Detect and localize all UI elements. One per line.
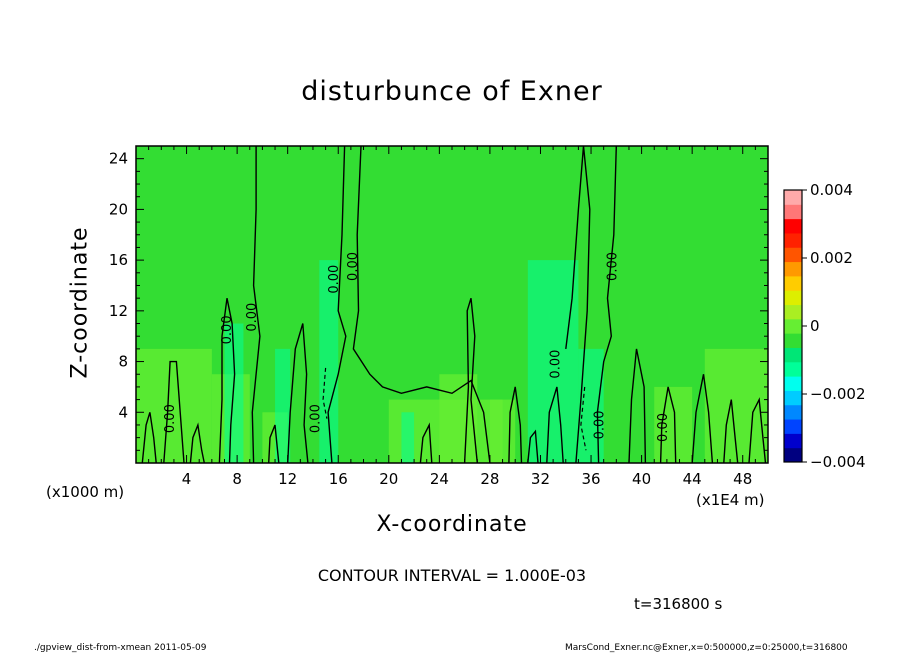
colorbar-tick-label: 0.002	[810, 249, 853, 267]
contour-line	[419, 422, 433, 464]
contour-label: 0.00	[245, 303, 260, 332]
y-tick-label: 12	[109, 302, 128, 320]
y-tick-label: 16	[109, 251, 128, 269]
colorbar-swatch	[784, 318, 802, 334]
x-tick-label: 40	[632, 470, 651, 488]
x-tick-label: 36	[581, 470, 600, 488]
y-tick-label: 20	[109, 200, 128, 218]
colorbar-swatch	[784, 290, 802, 306]
contour-line	[596, 145, 617, 464]
y-tick-label: 24	[109, 150, 128, 168]
contour-label: 0.00	[605, 252, 620, 281]
colorbar-swatch	[784, 190, 802, 205]
contour-line	[527, 429, 539, 464]
contour-line	[251, 146, 261, 464]
contour-label: 0.00	[327, 265, 342, 294]
x-tick-label: 28	[480, 470, 499, 488]
contour-line	[189, 422, 205, 464]
contour-line	[163, 360, 185, 464]
contour-line	[565, 145, 591, 464]
contour-label: 0.00	[593, 410, 608, 439]
negative-band	[224, 323, 244, 463]
contour-line	[287, 323, 309, 464]
negative-band	[319, 260, 339, 463]
x-tick-label: 4	[182, 470, 192, 488]
contour-line	[218, 298, 236, 464]
colorbar-swatch	[784, 275, 802, 291]
y-axis: 4 8 12 16 20 24	[109, 145, 768, 451]
negative-band	[578, 348, 604, 463]
contour-line	[691, 374, 714, 464]
x-axis-label: X-coordinate	[376, 512, 528, 537]
colorbar-swatch	[784, 390, 802, 406]
colorbar: 0.004 0.002 0 −0.002 −0.004	[783, 181, 866, 471]
colorbar-swatch	[784, 376, 802, 391]
contour-line-dashed	[580, 386, 587, 451]
colorbar-swatch	[784, 232, 802, 248]
colorbar-swatch	[784, 247, 802, 263]
colorbar-tick-label: −0.002	[810, 385, 866, 403]
contour-interval: CONTOUR INTERVAL = 1.000E-03	[317, 566, 587, 585]
contour-line-dashed	[322, 367, 328, 419]
colorbar-tick-label: −0.004	[810, 453, 866, 471]
negative-band	[275, 348, 291, 463]
x-axis: 4 8 12 16 20 24 28 32 36 40 44 48	[148, 146, 756, 488]
contour-line	[508, 386, 523, 464]
colorbar-swatch	[784, 204, 802, 220]
chart-title: disturbunce of Exner	[301, 76, 603, 107]
positive-patch	[136, 348, 212, 463]
x-tick-label: 32	[531, 470, 550, 488]
colorbar-swatch	[784, 433, 802, 449]
contour-label: 0.00	[308, 404, 323, 433]
contour-line	[352, 145, 491, 464]
y-tick-label: 4	[118, 403, 128, 421]
footer-right: MarsCond_Exner.nc@Exner,x=0:500000,z=0:2…	[565, 643, 848, 653]
plot-area: 0.00 0.00 0.00 0.00 0.00 0.00 0.00 0.00 0.00 0.00	[135, 145, 769, 464]
contour-line	[141, 412, 157, 464]
contour-line	[268, 424, 280, 464]
x-tick-label: 48	[733, 470, 752, 488]
colorbar-swatch	[784, 304, 802, 320]
y-tick-label: 8	[118, 353, 128, 371]
colorbar-swatch	[784, 361, 802, 377]
x-tick-label: 12	[278, 470, 297, 488]
negative-band	[401, 412, 415, 463]
colorbar-swatch	[784, 447, 802, 463]
colorbar-swatch	[784, 347, 802, 363]
contour-label: 0.00	[163, 404, 178, 433]
colorbar-swatch	[784, 419, 802, 434]
x-unit-right: (x1E4 m)	[696, 491, 765, 509]
contour-line	[327, 145, 347, 464]
contour-line	[463, 297, 478, 464]
time-label: t=316800 s	[634, 595, 723, 613]
contour-label: 0.00	[656, 413, 671, 442]
x-tick-label: 24	[430, 470, 449, 488]
x-tick-label: 20	[379, 470, 398, 488]
colorbar-tick-label: 0	[810, 317, 820, 335]
x-tick-label: 44	[683, 470, 702, 488]
contour-label: 0.00	[220, 315, 235, 344]
colorbar-swatch	[784, 404, 802, 420]
x-tick-label: 8	[232, 470, 242, 488]
contour-label: 0.00	[548, 350, 563, 379]
contour-line	[546, 386, 564, 464]
colorbar-tick-label: 0.004	[810, 181, 853, 199]
contour-line	[723, 399, 739, 464]
footer-left: ./gpview_dist-from-xmean 2011-05-09	[34, 643, 207, 653]
contour-line	[628, 348, 647, 464]
x-unit-left: (x1000 m)	[46, 483, 125, 501]
y-axis-label: Z-coordinate	[67, 226, 93, 379]
colorbar-swatch	[784, 218, 802, 234]
contour-line	[659, 386, 677, 464]
x-tick-label: 16	[329, 470, 348, 488]
negative-band	[527, 260, 579, 463]
colorbar-swatch	[784, 261, 802, 277]
contour-line	[748, 397, 767, 464]
colorbar-swatch	[784, 333, 802, 348]
contour-label: 0.00	[346, 252, 361, 281]
